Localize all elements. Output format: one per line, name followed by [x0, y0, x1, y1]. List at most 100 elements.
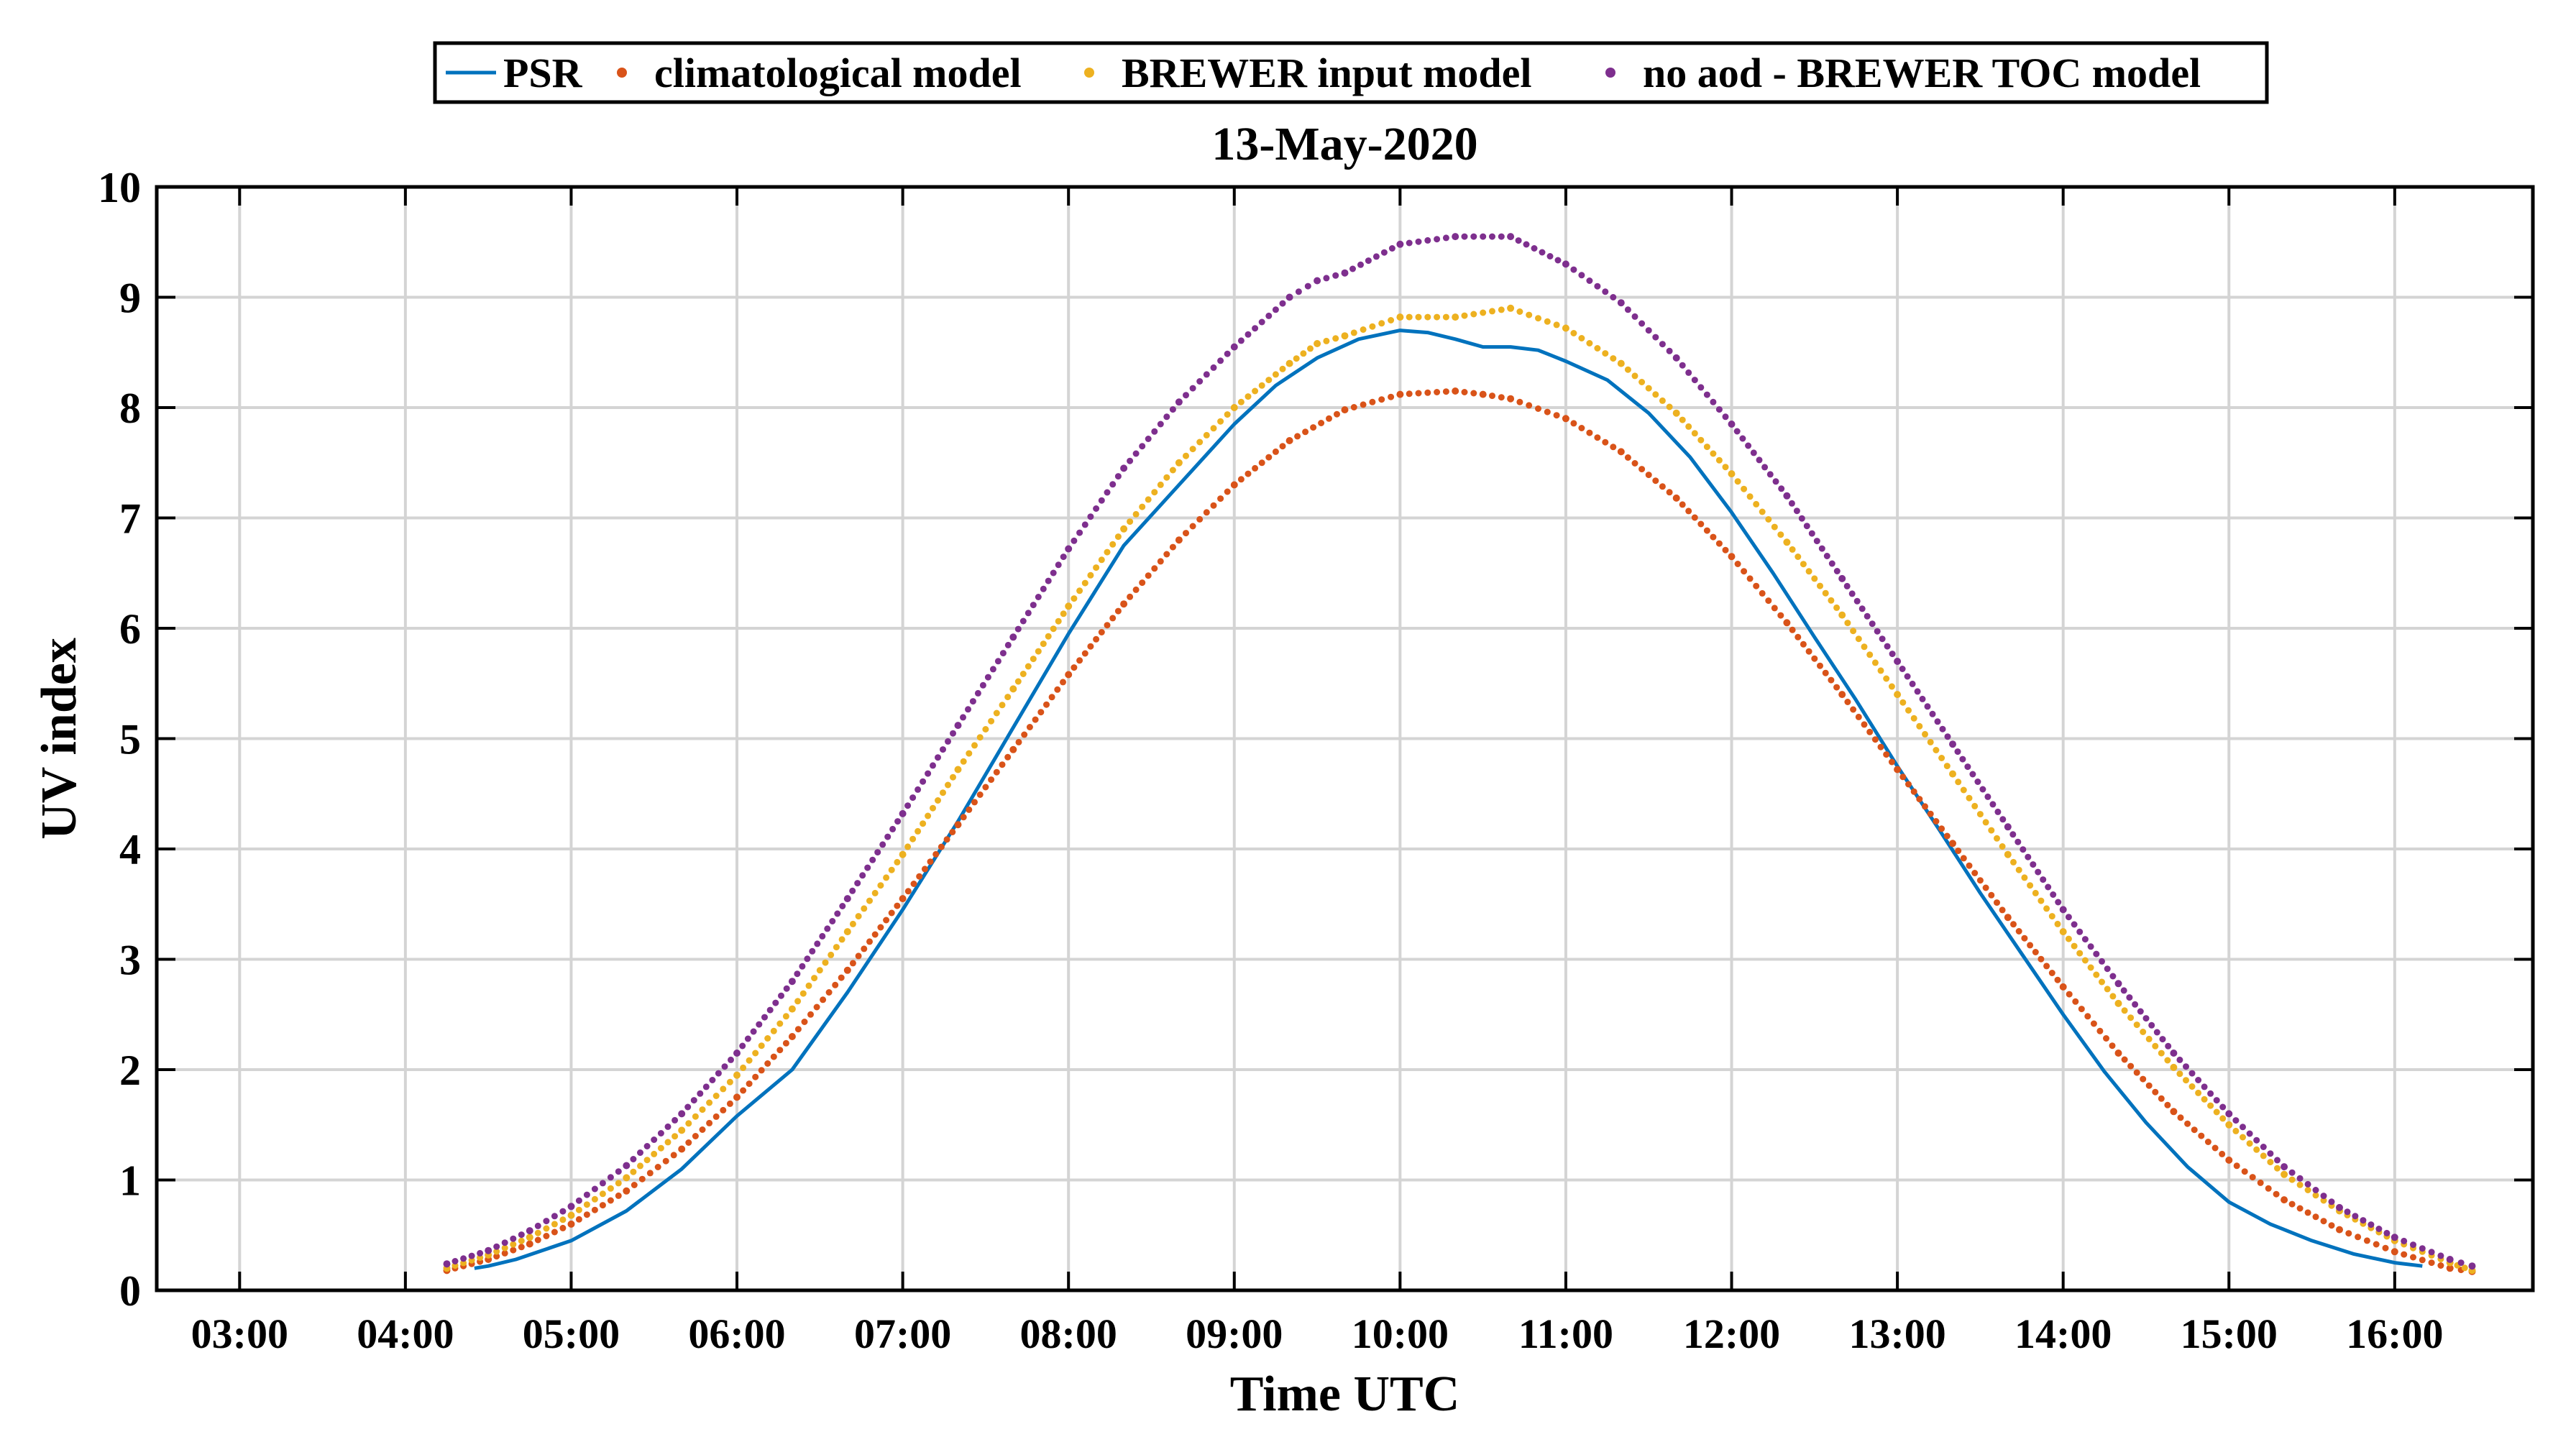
trace-dot	[838, 936, 845, 943]
trace-dot	[1811, 655, 1818, 662]
trace-dot	[712, 1093, 720, 1099]
trace-dot	[2195, 1089, 2202, 1096]
trace-dot	[1884, 643, 1891, 650]
trace-dot	[1071, 595, 1078, 602]
trace-dot	[894, 902, 901, 909]
trace-dot	[2065, 914, 2072, 921]
trace-dot	[930, 804, 936, 812]
trace-dot	[2273, 1190, 2280, 1198]
trace-dot	[1817, 582, 1823, 589]
trace-dot	[814, 940, 821, 947]
trace-dot	[630, 1156, 637, 1162]
trace-dot	[477, 1249, 484, 1257]
data-point	[1617, 448, 1625, 456]
trace-dot	[1350, 404, 1357, 410]
trace-dot	[607, 1185, 614, 1192]
trace-dot	[1055, 617, 1062, 625]
trace-dot	[833, 944, 840, 951]
series-1	[443, 387, 2476, 1275]
data-point	[1728, 470, 1736, 478]
series-0	[474, 329, 2423, 1270]
trace-dot	[1060, 554, 1067, 561]
trace-dot	[1258, 382, 1265, 389]
trace-dot	[1060, 610, 1067, 617]
trace-dot	[1546, 253, 1554, 260]
trace-dot	[1132, 450, 1140, 457]
trace-dot	[1916, 796, 1923, 803]
trace-dot	[1050, 569, 1057, 577]
trace-dot	[1710, 450, 1717, 457]
trace-dot	[1766, 471, 1774, 478]
trace-dot	[637, 1149, 643, 1156]
trace-dot	[783, 985, 790, 992]
trace-dot	[2158, 1095, 2165, 1102]
trace-dot	[1030, 602, 1037, 609]
trace-dot	[2025, 853, 2032, 860]
x-tick-label: 15:00	[2181, 1310, 2278, 1357]
trace-dot	[1388, 393, 1395, 400]
trace-dot	[2195, 1077, 2202, 1083]
trace-dot	[925, 770, 932, 777]
trace-dot	[1659, 341, 1666, 348]
trace-dot	[2145, 1082, 2153, 1089]
y-axis-label: UV index	[32, 638, 87, 840]
trace-dot	[1360, 401, 1367, 408]
trace-dot	[662, 1157, 669, 1165]
legend-label: climatological model	[654, 50, 1022, 96]
trace-dot	[2176, 1070, 2183, 1078]
trace-dot	[794, 998, 802, 1005]
trace-dot	[2253, 1146, 2260, 1153]
trace-dot	[1272, 371, 1279, 378]
data-point	[788, 1005, 796, 1013]
trace-dot	[1853, 597, 1861, 605]
trace-dot	[1076, 657, 1083, 664]
trace-dot	[1899, 699, 1907, 706]
data-point	[678, 1126, 686, 1134]
trace-dot	[559, 1208, 567, 1215]
trace-dot	[2188, 1083, 2196, 1090]
trace-dot	[2355, 1234, 2362, 1241]
trace-dot	[510, 1235, 517, 1242]
trace-dot	[832, 981, 839, 988]
y-tick-label: 7	[119, 495, 141, 543]
trace-dot	[960, 758, 967, 765]
trace-dot	[1025, 663, 1032, 670]
trace-dot	[692, 1113, 699, 1120]
trace-dot	[2253, 1136, 2260, 1144]
trace-dot	[1258, 459, 1265, 467]
trace-dot	[1765, 597, 1772, 605]
trace-dot	[2054, 920, 2061, 927]
trace-dot	[1594, 434, 1601, 441]
trace-dot	[2274, 1165, 2281, 1172]
trace-dot	[1969, 771, 1976, 778]
trace-dot	[1739, 435, 1746, 442]
trace-dot	[2437, 1262, 2444, 1269]
data-point	[1452, 387, 1459, 395]
series-2	[443, 304, 2476, 1275]
data-point	[1341, 332, 1349, 340]
trace-dot	[607, 1197, 614, 1204]
data-point	[954, 821, 962, 829]
trace-dot	[1442, 313, 1449, 321]
trace-dot	[756, 1021, 763, 1028]
trace-dot	[2027, 942, 2034, 949]
trace-dot	[1761, 464, 1769, 471]
trace-dot	[1189, 385, 1196, 392]
trace-dot	[1874, 628, 1881, 635]
trace-dot	[824, 925, 831, 932]
trace-dot	[2457, 1259, 2465, 1267]
data-point	[1120, 600, 1128, 608]
trace-dot	[2232, 1127, 2240, 1134]
trace-dot	[879, 841, 886, 848]
trace-dot	[1004, 753, 1012, 761]
trace-dot	[534, 1222, 541, 1229]
trace-dot	[1888, 683, 1895, 690]
trace-dot	[861, 905, 868, 912]
trace-dot	[966, 750, 973, 757]
trace-dot	[888, 866, 895, 873]
trace-dot	[2267, 1159, 2274, 1166]
data-point	[485, 1246, 492, 1254]
trace-dot	[752, 1073, 759, 1080]
trace-dot	[1594, 283, 1601, 290]
trace-dot	[1610, 355, 1617, 362]
